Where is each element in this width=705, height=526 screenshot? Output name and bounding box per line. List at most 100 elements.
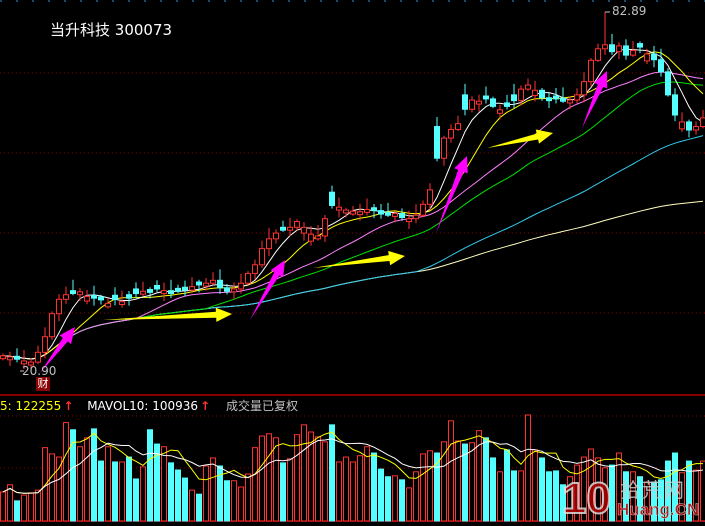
- volume-bar-up: [448, 420, 454, 522]
- volume-bar-up: [581, 456, 587, 522]
- candle-up: [63, 294, 69, 300]
- candle-down: [217, 279, 223, 289]
- volume-bar-up: [700, 460, 705, 522]
- volume-bar-up: [294, 434, 300, 522]
- candle-down: [483, 95, 489, 100]
- candle-up: [84, 295, 90, 302]
- candle-up: [427, 189, 433, 205]
- volume-bar-down: [637, 476, 643, 522]
- candle-down: [546, 97, 552, 102]
- candle-up: [679, 121, 685, 130]
- volume-bar-up: [28, 492, 34, 522]
- volume-bar-down: [217, 465, 223, 522]
- volume-bar-up: [420, 453, 426, 522]
- candle-up: [343, 209, 349, 214]
- stock-name: 当升科技: [50, 21, 111, 39]
- volume-bar-down: [175, 469, 181, 522]
- volume-bar-down: [91, 428, 97, 522]
- candle-down: [609, 44, 615, 53]
- candle-up: [259, 248, 265, 266]
- candle-up: [161, 290, 167, 295]
- candle-down: [70, 290, 76, 295]
- candle-up: [7, 356, 13, 361]
- stock-code: 300073: [114, 21, 173, 39]
- volume-bar-down: [14, 500, 20, 522]
- volume-bar-up: [357, 455, 363, 522]
- volume-bar-up: [238, 486, 244, 522]
- volume-bar-up: [630, 471, 636, 522]
- volume-bar-up: [231, 480, 237, 522]
- volume-bar-up: [518, 470, 524, 522]
- volume-bar-up: [301, 424, 307, 522]
- candle-up: [392, 213, 398, 217]
- volume-bar-up: [273, 437, 279, 522]
- volume-bar-up: [56, 456, 62, 522]
- volume-bar-up: [602, 467, 608, 522]
- magenta-up-arrow: [436, 156, 468, 233]
- candle-down: [14, 355, 20, 360]
- volume-bar-up: [364, 446, 370, 522]
- candle-down: [168, 290, 174, 295]
- mavol5-value: 5: 122255: [0, 399, 62, 413]
- candle-up: [0, 355, 6, 360]
- volume-bar-down: [560, 484, 566, 522]
- candle-down: [329, 191, 335, 206]
- volume-bar-up: [266, 433, 272, 522]
- candle-up: [287, 226, 293, 231]
- candle-up: [413, 214, 419, 220]
- candle-down: [560, 97, 566, 102]
- volume-bar-up: [0, 491, 6, 522]
- ma120-line: [2, 200, 704, 360]
- volume-bar-down: [553, 470, 559, 522]
- volume-bar-down: [504, 449, 510, 522]
- volume-bar-up: [406, 487, 412, 522]
- volume-bar-down: [182, 477, 188, 522]
- candle-up: [455, 123, 461, 130]
- magenta-up-arrow: [582, 71, 608, 128]
- volume-bar-down: [511, 470, 517, 522]
- volume-bar-down: [609, 464, 615, 522]
- candle-down: [112, 294, 118, 300]
- volume-bar-up: [308, 431, 314, 522]
- volume-bar-up: [644, 481, 650, 522]
- volume-bar-up: [455, 440, 461, 522]
- candle-down: [623, 45, 629, 56]
- candle-up: [476, 100, 482, 105]
- candle-down: [147, 289, 153, 293]
- volume-bar-down: [224, 480, 230, 522]
- candle-up: [210, 279, 216, 284]
- volume-bar-up: [84, 437, 90, 522]
- volume-bar-down: [686, 460, 692, 522]
- watermark-en: Huang.CN: [617, 500, 700, 520]
- volume-bar-up: [245, 473, 251, 522]
- financial-report-badge[interactable]: 财: [36, 377, 50, 391]
- volume-bar-up: [77, 446, 83, 522]
- candle-down: [434, 126, 440, 159]
- volume-bar-up: [140, 466, 146, 522]
- volume-bar-down: [329, 424, 335, 522]
- volume-bar-down: [147, 429, 153, 522]
- volume-bar-down: [126, 456, 132, 522]
- watermark-cn: 拾荒网: [620, 478, 686, 502]
- yellow-flat-arrow: [487, 129, 553, 148]
- candle-up: [602, 44, 608, 50]
- volume-bar-down: [378, 468, 384, 522]
- candle-down: [462, 94, 468, 110]
- candle-up: [203, 282, 209, 287]
- candle-down: [511, 94, 517, 102]
- ma30-line: [2, 81, 704, 360]
- candle-up: [497, 109, 503, 114]
- candle-down: [98, 296, 104, 301]
- up-arrow-icon: ↑: [63, 399, 74, 413]
- candle-down: [224, 287, 230, 292]
- candle-up: [35, 351, 41, 363]
- volume-bar-down: [196, 493, 202, 522]
- volume-bar-up: [679, 472, 685, 522]
- volume-bar-up: [595, 457, 601, 522]
- candle-down: [91, 294, 97, 299]
- up-arrow-icon: ↑: [200, 399, 211, 413]
- candle-up: [301, 226, 307, 234]
- candle-up: [21, 360, 27, 365]
- volume-bar-up: [203, 465, 209, 522]
